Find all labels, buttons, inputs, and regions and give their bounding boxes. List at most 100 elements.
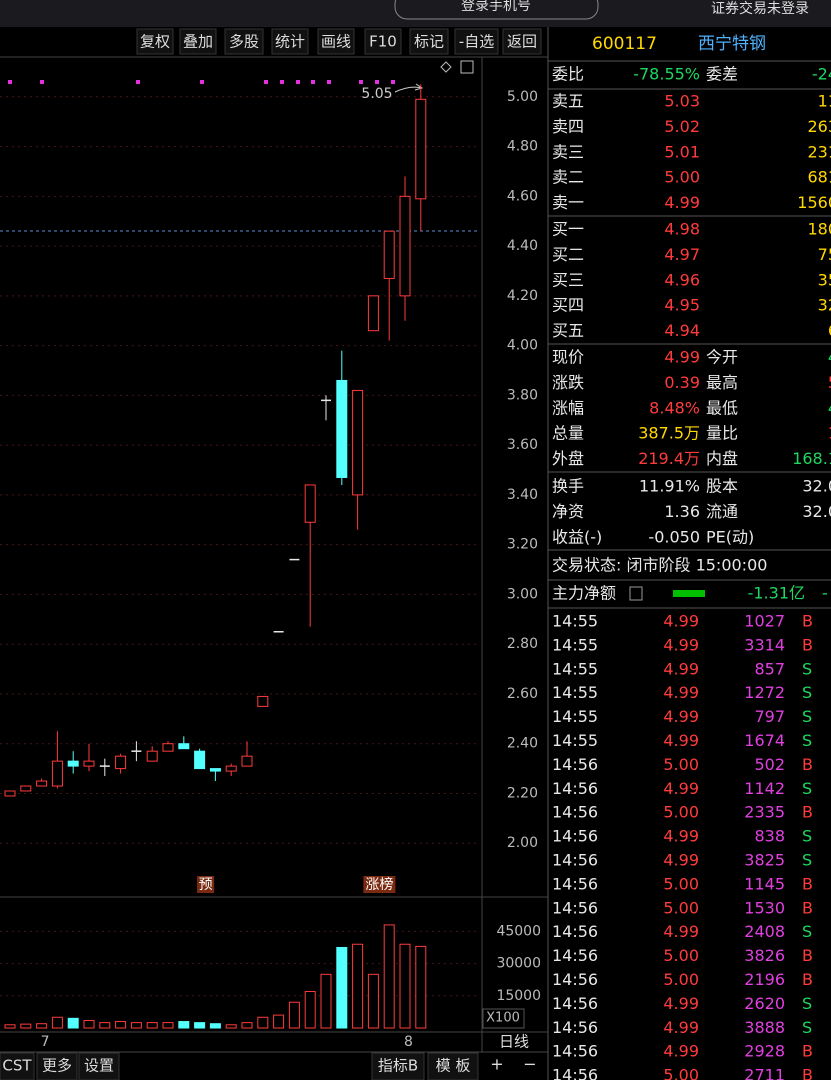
book-volume: 681 (807, 168, 831, 187)
event-marker-label[interactable]: 涨榜 (365, 876, 393, 893)
book-volume: 11 (818, 92, 831, 111)
signal-dot (311, 80, 315, 84)
main-force-bar (673, 590, 705, 597)
toolbar-button[interactable] (409, 28, 449, 55)
toolbar-label[interactable]: 画线 (321, 33, 351, 51)
toolbar-button[interactable] (364, 28, 402, 55)
volume-bar (399, 943, 411, 1029)
tick-time: 14:56 (552, 851, 598, 870)
bottom-button[interactable] (36, 1052, 78, 1080)
tick-price: 4.99 (663, 659, 699, 678)
volume-bar (51, 1016, 63, 1029)
toolbar-label[interactable]: 返回 (507, 33, 537, 51)
volume-bar (209, 1023, 221, 1029)
volume-tick-label: 15000 (496, 988, 541, 1004)
login-text[interactable]: 登录手机号 (461, 0, 531, 14)
book-volume: 231 (807, 142, 831, 161)
stat-value: 11.91% (639, 477, 700, 496)
period-label[interactable]: 日线 (499, 1033, 529, 1051)
stat-label: 最高 (706, 373, 738, 392)
toolbar-label[interactable]: 多股 (229, 33, 259, 51)
bottom-button[interactable] (371, 1052, 425, 1080)
toolbar-label[interactable]: 复权 (140, 33, 170, 51)
book-volume: 263 (807, 117, 831, 136)
tick-side: B (802, 898, 813, 917)
bottom-button-label[interactable]: 设置 (84, 1057, 114, 1075)
candle-body (336, 379, 348, 478)
volume-tick-label: 45000 (496, 923, 541, 939)
stat-value: 4.99 (664, 348, 700, 367)
diamond-icon[interactable] (440, 61, 452, 73)
stat-value: 4 (828, 348, 831, 367)
volume-bar (115, 1021, 127, 1029)
toolbar-label[interactable]: 统计 (275, 33, 305, 51)
unit-box (482, 1008, 525, 1029)
y-tick-label: 3.80 (507, 387, 538, 403)
tick-price: 5.00 (663, 970, 699, 989)
volume-bar (288, 1001, 300, 1029)
toolbar-button[interactable] (271, 28, 309, 55)
toolbar-button[interactable] (136, 28, 174, 55)
volume-bar (194, 1022, 206, 1029)
tick-volume: 2408 (744, 922, 785, 941)
bottom-button[interactable] (0, 1052, 35, 1080)
tick-price: 4.99 (663, 683, 699, 702)
tick-volume: 3888 (744, 1018, 785, 1037)
tick-time: 14:55 (552, 683, 598, 702)
tick-side: S (802, 827, 812, 846)
toolbar-button[interactable] (224, 28, 264, 55)
book-volume: 35 (818, 270, 831, 289)
candle-body (83, 760, 95, 767)
bottom-button-label[interactable]: 模 板 (436, 1057, 471, 1075)
tick-time: 14:56 (552, 994, 598, 1013)
tick-side: B (802, 635, 813, 654)
volume-bar (162, 1022, 174, 1029)
stat-value: 1.36 (664, 502, 700, 521)
toolbar-button[interactable] (454, 28, 499, 55)
annotation-arrow (394, 83, 424, 93)
main-force-extra: - (822, 584, 828, 603)
event-marker[interactable] (197, 876, 215, 893)
tick-volume: 857 (754, 659, 785, 678)
bottom-button[interactable] (427, 1052, 479, 1080)
stat-value: 0.39 (664, 373, 700, 392)
zoom-button[interactable]: − (523, 1055, 536, 1074)
toolbar-button[interactable] (502, 28, 542, 55)
candle-body (194, 750, 206, 770)
toolbar-label[interactable]: 叠加 (183, 33, 213, 51)
event-marker-label[interactable]: 预 (199, 877, 213, 893)
tick-volume: 2711 (744, 1066, 785, 1080)
candle-body (257, 695, 269, 707)
tick-volume: 1145 (744, 874, 785, 893)
square-icon[interactable] (460, 60, 474, 74)
tick-price: 4.99 (663, 994, 699, 1013)
main-force-icon[interactable] (629, 586, 643, 601)
book-volume: 180 (807, 220, 831, 239)
bottom-button-label[interactable]: 指标B (378, 1057, 418, 1075)
book-label: 买三 (552, 270, 584, 289)
bottom-button-label[interactable]: 更多 (42, 1057, 72, 1075)
zoom-button[interactable]: + (490, 1055, 503, 1074)
book-label: 买四 (552, 296, 584, 315)
tick-time: 14:55 (552, 731, 598, 750)
login-button[interactable] (394, 0, 599, 20)
bottom-button-label[interactable]: CST (2, 1057, 32, 1075)
tick-time: 14:56 (552, 755, 598, 774)
book-price: 4.98 (664, 220, 700, 239)
label: 委差 (706, 65, 738, 84)
x-tick-label: 8 (404, 1034, 413, 1050)
stat-label: 净资 (552, 502, 584, 521)
stat-label: 换手 (552, 477, 584, 496)
toolbar-button[interactable] (317, 28, 355, 55)
candle-body (36, 780, 48, 787)
toolbar-label[interactable]: F10 (369, 33, 397, 51)
tick-side: S (802, 851, 812, 870)
toolbar-label[interactable]: -自选 (459, 33, 494, 51)
event-marker[interactable] (363, 876, 396, 893)
toolbar-label[interactable]: 标记 (414, 33, 444, 51)
bottom-button[interactable] (78, 1052, 120, 1080)
toolbar-button[interactable] (179, 28, 217, 55)
tick-volume: 1272 (744, 683, 785, 702)
volume-bar (178, 1021, 190, 1029)
book-price: 4.95 (664, 296, 700, 315)
